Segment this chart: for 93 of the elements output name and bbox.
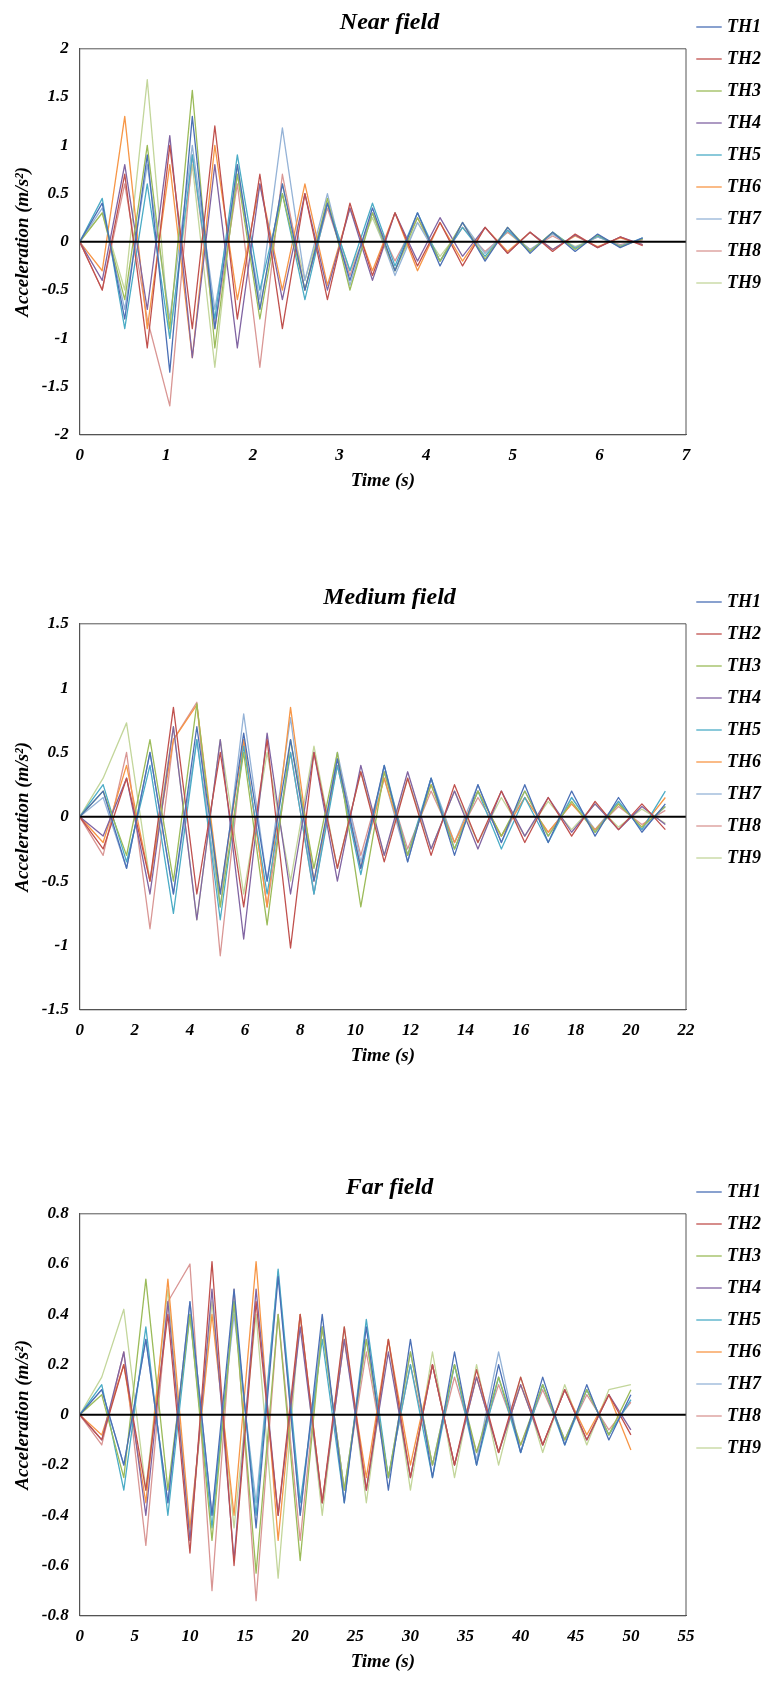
legend-label: TH8 <box>727 814 761 835</box>
legend-label: TH8 <box>727 1404 761 1425</box>
legend-label: TH2 <box>727 1212 761 1233</box>
x-tick-label: 30 <box>400 1626 420 1646</box>
y-tick-label: 0 <box>60 231 70 251</box>
legend-label: TH5 <box>727 718 761 739</box>
y-tick-label: -0.5 <box>41 279 70 299</box>
chart-title: Near field <box>338 7 441 34</box>
x-tick-label: 22 <box>676 1020 695 1040</box>
x-tick-label: 5 <box>130 1626 140 1646</box>
x-tick-label: 35 <box>456 1626 475 1646</box>
legend-label: TH6 <box>727 750 761 771</box>
chart-title: Medium field <box>322 582 457 609</box>
x-tick-label: 0 <box>75 1020 85 1040</box>
x-axis-title: Time (s) <box>350 1043 415 1066</box>
y-tick-label: 0 <box>60 1404 70 1424</box>
x-tick-label: 2 <box>129 1020 140 1040</box>
x-tick-label: 6 <box>595 445 605 465</box>
y-tick-label: -1.5 <box>41 999 70 1019</box>
legend-label: TH3 <box>727 654 761 675</box>
x-tick-label: 8 <box>295 1020 305 1040</box>
x-tick-label: 0 <box>75 1626 85 1646</box>
y-axis-title: Acceleration (m/s²) <box>11 741 34 893</box>
x-tick-label: 6 <box>240 1020 250 1040</box>
chart-title: Far field <box>344 1172 435 1199</box>
x-tick-label: 16 <box>512 1020 530 1040</box>
y-tick-label: 0 <box>60 806 70 826</box>
y-tick-label: 2 <box>59 38 70 58</box>
x-tick-label: 55 <box>677 1626 695 1646</box>
legend-label: TH7 <box>727 207 762 228</box>
y-tick-label: -2 <box>54 424 70 444</box>
x-axis-title: Time (s) <box>350 1649 415 1672</box>
legend-label: TH8 <box>727 239 761 260</box>
y-tick-label: 0.5 <box>47 182 70 202</box>
x-tick-label: 25 <box>345 1626 365 1646</box>
legend-label: TH2 <box>727 47 761 68</box>
x-tick-label: 40 <box>511 1626 530 1646</box>
x-tick-label: 10 <box>346 1020 365 1040</box>
x-tick-label: 18 <box>567 1020 585 1040</box>
x-tick-label: 4 <box>420 445 431 465</box>
legend-label: TH5 <box>727 1308 761 1329</box>
legend-label: TH2 <box>727 622 761 643</box>
x-tick-label: 20 <box>621 1020 640 1040</box>
y-tick-label: 1 <box>60 677 69 697</box>
x-tick-label: 5 <box>508 445 518 465</box>
legend-label: TH9 <box>727 846 761 867</box>
y-tick-label: 1.5 <box>47 613 70 633</box>
legend-label: TH7 <box>727 1372 762 1393</box>
y-tick-label: 1 <box>60 134 69 154</box>
legend-label: TH3 <box>727 1244 761 1265</box>
x-tick-label: 7 <box>681 445 692 465</box>
legend-label: TH1 <box>727 15 761 36</box>
y-tick-label: 1.5 <box>47 86 70 106</box>
x-tick-label: 1 <box>162 445 171 465</box>
y-tick-label: 0.4 <box>47 1303 69 1323</box>
y-tick-label: 0.6 <box>47 1253 70 1273</box>
y-axis-title: Acceleration (m/s²) <box>11 1339 34 1491</box>
x-tick-label: 4 <box>184 1020 195 1040</box>
y-tick-label: 0.2 <box>47 1353 70 1373</box>
x-tick-label: 50 <box>622 1626 640 1646</box>
y-tick-label: -0.5 <box>41 870 70 890</box>
legend-label: TH9 <box>727 1436 761 1457</box>
y-tick-label: 0.8 <box>47 1203 70 1223</box>
y-tick-label: -0.2 <box>41 1454 70 1474</box>
x-tick-label: 10 <box>181 1626 199 1646</box>
legend-label: TH4 <box>727 111 761 132</box>
x-tick-label: 0 <box>75 445 85 465</box>
x-tick-label: 15 <box>236 1626 255 1646</box>
y-tick-label: -1.5 <box>41 375 70 395</box>
y-axis-title: Acceleration (m/s²) <box>11 166 34 318</box>
x-tick-label: 12 <box>401 1020 420 1040</box>
legend-label: TH4 <box>727 686 761 707</box>
legend-label: TH6 <box>727 175 761 196</box>
legend-label: TH9 <box>727 271 761 292</box>
legend-label: TH3 <box>727 79 761 100</box>
x-tick-label: 14 <box>457 1020 475 1040</box>
legend-label: TH1 <box>727 1180 761 1201</box>
x-tick-label: 20 <box>290 1626 310 1646</box>
legend-label: TH4 <box>727 1276 761 1297</box>
y-tick-label: -0.8 <box>41 1605 70 1625</box>
legend-label: TH1 <box>727 590 761 611</box>
x-tick-label: 45 <box>566 1626 585 1646</box>
x-axis-title: Time (s) <box>350 468 415 491</box>
y-tick-label: -1 <box>54 327 69 347</box>
legend-label: TH6 <box>727 1340 761 1361</box>
y-tick-label: 0.5 <box>47 741 70 761</box>
y-tick-label: -1 <box>54 934 69 954</box>
legend-label: TH5 <box>727 143 761 164</box>
y-tick-label: -0.6 <box>41 1554 70 1574</box>
x-tick-label: 2 <box>247 445 258 465</box>
x-tick-label: 3 <box>334 445 345 465</box>
y-tick-label: -0.4 <box>41 1504 69 1524</box>
legend-label: TH7 <box>727 782 762 803</box>
